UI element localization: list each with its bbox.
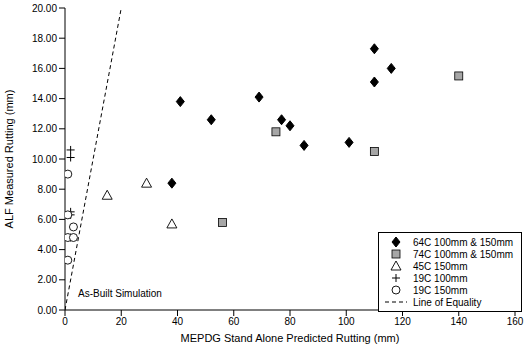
svg-text:8.00: 8.00	[38, 184, 58, 195]
svg-text:MEPDG Stand Alone Predicted Ru: MEPDG Stand Alone Predicted Rutting (mm)	[181, 332, 400, 344]
svg-text:14.00: 14.00	[32, 93, 57, 104]
svg-text:100: 100	[338, 316, 355, 327]
svg-text:16.00: 16.00	[32, 63, 57, 74]
svg-text:ALF Measured Rutting (mm): ALF Measured Rutting (mm)	[8, 90, 15, 229]
svg-text:0: 0	[62, 316, 68, 327]
html-text:74C 100mm & 150mm: 74C 100mm & 150mm	[413, 248, 513, 260]
svg-text:20: 20	[116, 316, 128, 327]
html-text:Line of Equality: Line of Equality	[413, 296, 482, 308]
svg-text:18.00: 18.00	[32, 33, 57, 44]
html-text:19C 100mm: 19C 100mm	[413, 272, 468, 284]
svg-text:120: 120	[394, 316, 411, 327]
svg-text:60: 60	[228, 316, 240, 327]
html-text:As-Built Simulation: As-Built Simulation	[78, 288, 162, 299]
svg-text:4.00: 4.00	[38, 244, 58, 255]
svg-text:6.00: 6.00	[38, 214, 58, 225]
svg-text:2.00: 2.00	[38, 274, 58, 285]
html-text:19C 150mm: 19C 150mm	[413, 284, 468, 296]
html-text:64C 100mm & 150mm: 64C 100mm & 150mm	[413, 236, 513, 248]
svg-text:160: 160	[507, 316, 520, 327]
svg-text:80: 80	[284, 316, 296, 327]
svg-text:12.00: 12.00	[32, 123, 57, 134]
svg-text:10.00: 10.00	[32, 154, 57, 165]
html-text:45C 150mm: 45C 150mm	[413, 260, 468, 272]
svg-text:140: 140	[450, 316, 467, 327]
svg-text:40: 40	[172, 316, 184, 327]
svg-text:0.00: 0.00	[38, 305, 58, 316]
svg-text:20.00: 20.00	[32, 3, 57, 14]
